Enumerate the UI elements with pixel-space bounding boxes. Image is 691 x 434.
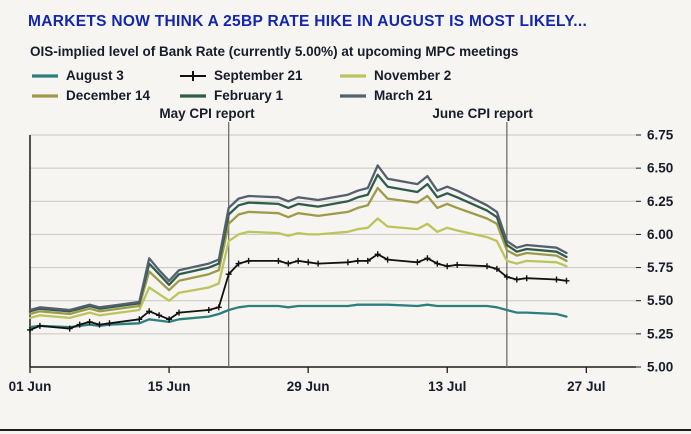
series-line-february-1 xyxy=(28,173,568,313)
series-line-august-3 xyxy=(28,303,568,329)
x-tick-label: 15 Jun xyxy=(148,379,191,394)
y-tick-label: 6.50 xyxy=(647,161,673,176)
y-tick-label: 5.50 xyxy=(647,293,673,308)
series-line-november-2 xyxy=(28,217,568,320)
x-tick-label: 01 Jun xyxy=(9,379,52,394)
chart-legend: August 3 September 21 November 2 December 1… xyxy=(32,68,691,103)
legend-marker-february-1 xyxy=(180,93,206,98)
legend-item-march-21: March 21 xyxy=(340,88,691,103)
rate-line-chart: 5.00 5.25 5.50 5.75 6.00 6.25 6.50 6.75 01 Jun 15… xyxy=(9,106,674,394)
x-tick-label: 29 Jun xyxy=(287,379,330,394)
legend-label: September 21 xyxy=(214,68,303,83)
legend-marker-november-2 xyxy=(340,73,366,78)
y-tick-label: 6.00 xyxy=(647,227,673,242)
legend-item-november-2: November 2 xyxy=(340,68,691,83)
legend-marker-march-21 xyxy=(340,93,366,98)
y-tick-label: 6.75 xyxy=(647,128,674,143)
chart-area: 5.00 5.25 5.50 5.75 6.00 6.25 6.50 6.75 01 Jun 15… xyxy=(0,105,691,405)
x-tick-label: 13 Jul xyxy=(428,379,466,394)
chart-subtitle: OIS-implied level of Bank Rate (currentl… xyxy=(30,44,519,59)
chart-title: MARKETS NOW THINK A 25BP RATE HIKE IN AU… xyxy=(28,13,588,30)
legend-marker-december-14 xyxy=(32,93,58,98)
y-tick-label: 6.25 xyxy=(647,194,674,209)
legend-label: August 3 xyxy=(66,68,124,83)
legend-item-february-1: February 1 xyxy=(180,88,340,103)
annotation-label-may-cpi-report: May CPI report xyxy=(159,106,255,121)
legend-marker-september-21 xyxy=(180,70,206,81)
legend-item-september-21: September 21 xyxy=(180,68,340,83)
legend-label: February 1 xyxy=(214,88,284,103)
series-line-march-21 xyxy=(28,164,568,312)
legend-label: December 14 xyxy=(66,88,151,103)
legend-label: March 21 xyxy=(374,88,433,103)
series-markers-september-21 xyxy=(27,251,570,333)
annotation-label-june-cpi-report: June CPI report xyxy=(432,106,533,121)
y-tick-label: 5.00 xyxy=(647,360,673,375)
y-tick-label: 5.75 xyxy=(647,260,674,275)
series-line-december-14 xyxy=(28,186,568,316)
y-tick-label: 5.25 xyxy=(647,326,674,341)
legend-label: November 2 xyxy=(374,68,452,83)
legend-item-december-14: December 14 xyxy=(32,88,180,103)
legend-marker-august-3 xyxy=(32,73,58,78)
legend-item-august-3: August 3 xyxy=(32,68,180,83)
x-tick-label: 27 Jul xyxy=(567,379,605,394)
bottom-rule xyxy=(0,429,691,431)
